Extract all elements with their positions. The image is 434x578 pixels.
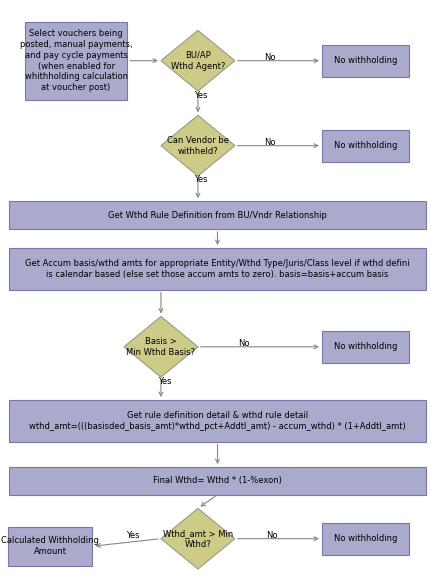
FancyBboxPatch shape	[9, 201, 425, 229]
Text: Can Vendor be
withheld?: Can Vendor be withheld?	[167, 136, 228, 155]
Polygon shape	[124, 316, 197, 377]
Text: No: No	[266, 531, 277, 540]
FancyBboxPatch shape	[321, 129, 408, 161]
Text: Yes: Yes	[194, 91, 207, 100]
FancyBboxPatch shape	[8, 527, 92, 566]
Text: Get Wthd Rule Definition from BU/Vndr Relationship: Get Wthd Rule Definition from BU/Vndr Re…	[108, 210, 326, 220]
Text: BU/AP
Wthd Agent?: BU/AP Wthd Agent?	[170, 51, 225, 71]
Text: Get rule definition detail & wthd rule detail
wthd_amt=(((basisded_basis_amt)*wt: Get rule definition detail & wthd rule d…	[29, 411, 405, 431]
Text: Select vouchers being
posted, manual payments,
and pay cycle payments
(when enab: Select vouchers being posted, manual pay…	[20, 29, 132, 92]
FancyBboxPatch shape	[321, 45, 408, 76]
Text: No: No	[263, 138, 275, 147]
FancyBboxPatch shape	[25, 21, 127, 99]
Text: No withholding: No withholding	[333, 534, 396, 543]
Text: Basis >
Min Wthd Basis?: Basis > Min Wthd Basis?	[126, 337, 195, 357]
Polygon shape	[161, 30, 234, 91]
Text: Wthd_amt > Min
Wthd?: Wthd_amt > Min Wthd?	[162, 529, 233, 549]
Text: No: No	[237, 339, 249, 349]
FancyBboxPatch shape	[321, 523, 408, 555]
Text: Final Wthd= Wthd * (1-%exon): Final Wthd= Wthd * (1-%exon)	[153, 476, 281, 486]
Text: No: No	[263, 53, 275, 62]
Text: No withholding: No withholding	[333, 56, 396, 65]
Text: Calculated Withholding
Amount: Calculated Withholding Amount	[1, 536, 99, 556]
Text: Yes: Yes	[125, 531, 139, 540]
Polygon shape	[161, 115, 234, 176]
Text: Yes: Yes	[157, 377, 171, 386]
Text: No withholding: No withholding	[333, 342, 396, 351]
Text: No withholding: No withholding	[333, 141, 396, 150]
FancyBboxPatch shape	[9, 467, 425, 495]
FancyBboxPatch shape	[9, 248, 425, 290]
Text: Yes: Yes	[194, 175, 207, 184]
Text: Get Accum basis/wthd amts for appropriate Entity/Wthd Type/Juris/Class level if : Get Accum basis/wthd amts for appropriat…	[25, 259, 409, 279]
Polygon shape	[161, 509, 234, 569]
FancyBboxPatch shape	[9, 400, 425, 442]
FancyBboxPatch shape	[321, 331, 408, 363]
